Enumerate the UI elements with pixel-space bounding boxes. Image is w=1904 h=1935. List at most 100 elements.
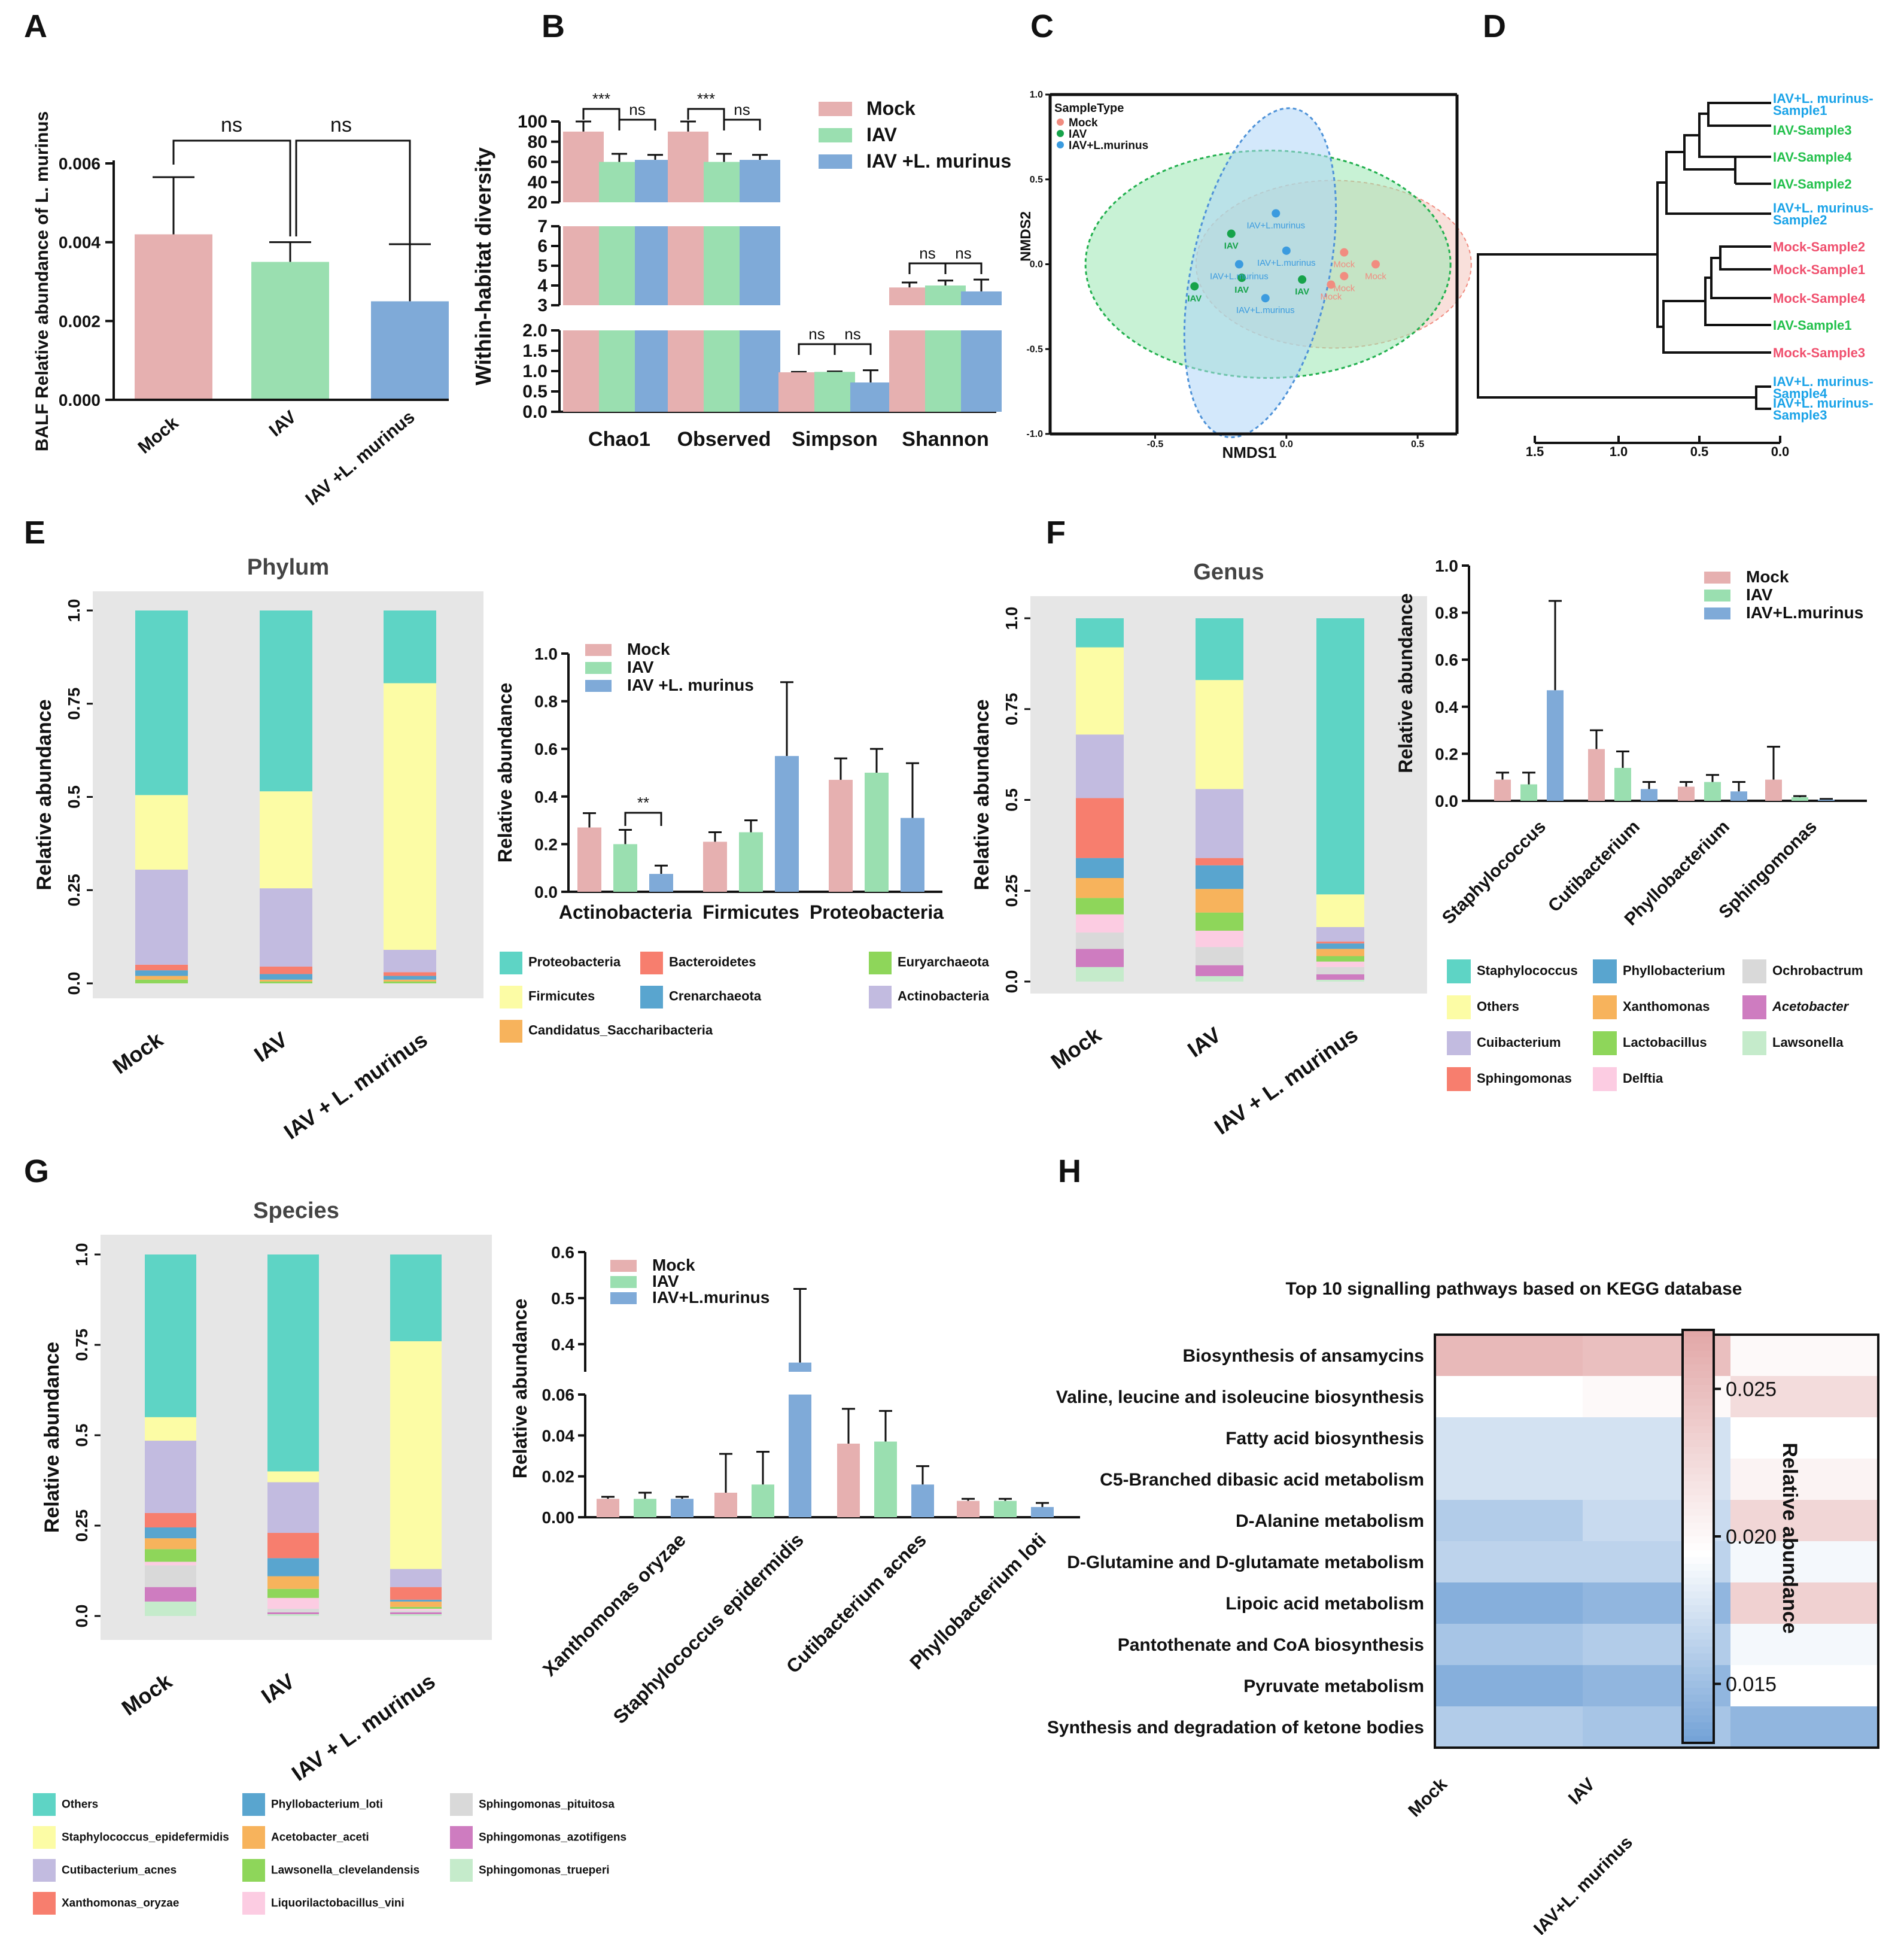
x-tick-label: IAV + L. murinus — [287, 1669, 440, 1786]
colorbar-step — [1683, 1702, 1714, 1709]
point-iav-l-murinus — [1234, 260, 1243, 269]
legend-label: IAV +L. murinus — [627, 676, 754, 694]
colorbar-step — [1683, 1605, 1714, 1613]
legend-swatch — [1704, 590, 1730, 602]
x-tick-label: 0.0 — [1771, 444, 1790, 459]
stack-segment-phyllobacterium-loti — [145, 1527, 196, 1539]
legend-swatch — [869, 986, 892, 1008]
x-tick-label: IAV +L. murinus — [302, 407, 418, 509]
heatmap-cell — [1730, 1582, 1878, 1624]
heatmap-cell — [1435, 1335, 1583, 1376]
stack-segment-sphingomonas-trueperi — [267, 1614, 319, 1616]
y-axis-label: Relative abundance — [33, 699, 56, 890]
stack-segment-others — [1316, 894, 1364, 927]
legend-marker — [1057, 130, 1064, 137]
bar-xanthomonas-oryzae-2 — [671, 1499, 694, 1517]
y-tick-label: 0.75 — [1002, 693, 1021, 726]
bar-phyllobacterium-loti-1 — [994, 1500, 1017, 1517]
y-tick-label: 0.2 — [534, 835, 558, 853]
significance-label: ns — [629, 101, 645, 119]
point-iav — [1237, 274, 1246, 282]
y-tick-label: 0.000 — [59, 391, 101, 409]
x-tick-label: Firmicutes — [702, 901, 799, 923]
heatmap-cell — [1730, 1706, 1878, 1748]
stack-segment-ochrobactrum — [1316, 967, 1364, 974]
colorbar-step — [1683, 1633, 1714, 1641]
legend-label: Acetobacter — [1772, 999, 1850, 1014]
stack-segment-acetobacter-aceti — [145, 1538, 196, 1550]
point-label: IAV+L.murinus — [1210, 272, 1269, 282]
bar-xanthomonas-oryzae-1 — [634, 1499, 656, 1517]
heatmap-cell — [1730, 1500, 1878, 1541]
row-label: Biosynthesis of ansamycins — [1183, 1346, 1424, 1366]
bar-chao1-1 — [599, 162, 640, 202]
y-tick-label: 40 — [528, 172, 548, 192]
legend-swatch — [33, 1859, 56, 1882]
bar-simpson-1 — [814, 372, 855, 412]
bar-phyllobacterium-loti-0 — [957, 1500, 980, 1517]
significance-label: ns — [955, 244, 971, 262]
stack-segment-lactobacillus — [1196, 912, 1243, 931]
stack-segment-candidatus-saccharibacteria — [260, 979, 312, 982]
stack-segment-xanthomonas — [1196, 889, 1243, 913]
point-label: IAV — [1224, 241, 1239, 251]
legend-label: Lactobacillus — [1623, 1035, 1707, 1050]
y-tick-label: 0.8 — [534, 692, 558, 711]
bar-observed-1 — [704, 162, 744, 202]
y-tick-label: 0.002 — [59, 312, 101, 330]
y-axis-label: Relative abundance — [41, 1342, 63, 1533]
stack-segment-lawsonella-clevelandensis — [145, 1549, 196, 1562]
legend-swatch — [500, 952, 522, 974]
x-tick-label: Shannon — [902, 428, 989, 451]
legend-swatch — [1593, 995, 1617, 1019]
stack-segment-lawsonella — [1196, 976, 1243, 982]
colorbar-step — [1683, 1729, 1714, 1737]
leaf-label: IAV-Sample4 — [1773, 150, 1852, 165]
bar-observed-0-mid — [668, 226, 708, 305]
panel-letter: A — [24, 8, 47, 44]
legend-label: IAV — [1746, 585, 1773, 604]
x-tick-label: 0.0 — [1280, 439, 1293, 449]
colorbar-tick-label: 0.020 — [1726, 1526, 1777, 1548]
significance-label: ns — [844, 325, 860, 343]
x-tick-label: Cutibacterium — [1544, 817, 1644, 916]
bar-actinobacteria-2 — [649, 874, 673, 892]
colorbar-step — [1683, 1364, 1714, 1372]
significance-bracket — [798, 343, 836, 355]
panel-h: H Top 10 signalling pathways based on KEG… — [1047, 1153, 1879, 1935]
colorbar-step — [1683, 1584, 1714, 1592]
colorbar-step — [1683, 1336, 1714, 1344]
legend-swatch — [242, 1892, 265, 1915]
bar-shannon-0 — [889, 287, 930, 305]
dendrogram-branch — [1477, 253, 1756, 399]
legend-swatch — [1593, 959, 1617, 983]
column-label: IAV+L. murinus — [1530, 1833, 1637, 1935]
y-tick-label: 100 — [518, 112, 548, 132]
x-tick-label: IAV — [250, 1027, 291, 1067]
heatmap-cell — [1435, 1541, 1583, 1582]
point-mock — [1340, 248, 1349, 257]
stack-segment-bacteroidetes — [135, 964, 188, 971]
stack-segment-sphingomonas-trueperi — [145, 1601, 196, 1616]
stack-segment-acetobacter-aceti — [390, 1601, 442, 1607]
colorbar-step — [1683, 1557, 1714, 1565]
legend-label: IAV+L.murinus — [1746, 603, 1863, 622]
colorbar-step — [1683, 1536, 1714, 1544]
stack-segment-delftia — [1076, 914, 1124, 933]
legend-swatch — [1593, 1031, 1617, 1055]
stack-segment-phyllobacterium-loti — [390, 1599, 442, 1602]
y-tick-label: 1.0 — [1435, 557, 1458, 575]
column-label: IAV — [1565, 1775, 1599, 1809]
bar-cutibacterium-acnes-0 — [837, 1444, 860, 1517]
x-tick-label: Staphylococcus — [1438, 817, 1550, 928]
stack-segment-phyllobacterium-loti — [267, 1558, 319, 1576]
legend-title: SampleType — [1054, 102, 1124, 115]
y-axis-label: Relative abundance — [971, 699, 993, 890]
y-tick-label: 0.5 — [1002, 788, 1021, 812]
bar-cutibacterium-0 — [1588, 749, 1605, 801]
y-tick-label: 0.06 — [542, 1386, 575, 1404]
bar-sphingomonas-2 — [1818, 800, 1835, 801]
